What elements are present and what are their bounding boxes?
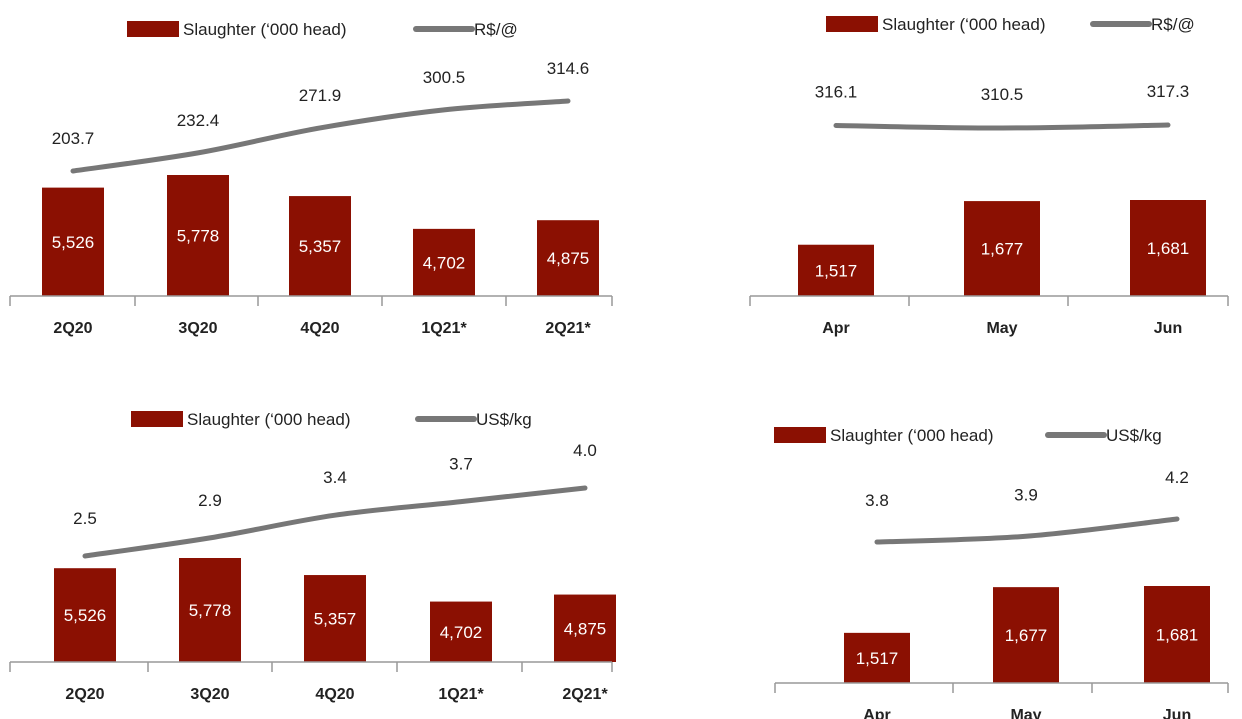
chart-quarterly-usd: Slaughter (‘000 head) US$/kg 5,526 5,778 5,3… bbox=[9, 410, 616, 703]
series-line bbox=[70, 98, 571, 174]
category-label: 2Q21* bbox=[545, 320, 591, 337]
line-value-label: 310.5 bbox=[981, 85, 1024, 104]
line-value-label: 3.9 bbox=[1014, 485, 1038, 504]
chart-monthly-usd: Slaughter (‘000 head) US$/kg 1,517 1,677 1,6… bbox=[774, 426, 1229, 719]
chart-quarterly-rs: Slaughter (‘000 head) R$/@ 5,526 5,778 5,357… bbox=[9, 20, 613, 337]
legend-bar-label: Slaughter (‘000 head) bbox=[187, 410, 351, 429]
line-value-label: 3.8 bbox=[865, 491, 889, 510]
category-label: 4Q20 bbox=[300, 320, 339, 337]
legend-bar-label: Slaughter (‘000 head) bbox=[183, 20, 347, 39]
line-value-label: 3.7 bbox=[449, 455, 473, 474]
bar-value-label: 1,681 bbox=[1147, 239, 1190, 258]
line-value-label: 4.2 bbox=[1165, 468, 1189, 487]
bar-value-label: 1,677 bbox=[981, 240, 1024, 259]
bar bbox=[179, 558, 241, 662]
bar bbox=[537, 220, 599, 296]
category-label: 3Q20 bbox=[178, 320, 217, 337]
legend-bar-label: Slaughter (‘000 head) bbox=[830, 426, 994, 445]
bar-value-label: 5,357 bbox=[299, 237, 342, 256]
bar-value-label: 5,526 bbox=[64, 606, 107, 625]
line-value-label: 232.4 bbox=[177, 111, 220, 130]
category-label: Apr bbox=[822, 320, 850, 337]
legend-bar-swatch bbox=[127, 21, 179, 37]
category-label: 2Q20 bbox=[53, 320, 92, 337]
bar bbox=[1130, 200, 1206, 296]
bar-value-label: 1,677 bbox=[1005, 626, 1048, 645]
legend-bar-swatch bbox=[826, 16, 878, 32]
category-label: Jun bbox=[1163, 707, 1191, 719]
bar bbox=[167, 175, 229, 296]
bar-value-label: 5,778 bbox=[177, 227, 220, 246]
line-value-label: 3.4 bbox=[323, 468, 347, 487]
legend-bar-swatch bbox=[774, 427, 826, 443]
bar bbox=[304, 575, 366, 662]
bar bbox=[413, 228, 475, 296]
legend-line-label: US$/kg bbox=[1106, 426, 1162, 445]
bar-value-label: 4,702 bbox=[423, 253, 466, 272]
bar bbox=[430, 601, 492, 662]
line-value-label: 316.1 bbox=[815, 83, 858, 102]
series-line bbox=[82, 485, 588, 559]
bar-value-label: 1,517 bbox=[815, 261, 858, 280]
legend-line-label: R$/@ bbox=[1151, 15, 1195, 34]
category-label: 4Q20 bbox=[315, 686, 354, 703]
bar bbox=[993, 587, 1059, 683]
category-label: 1Q21* bbox=[421, 320, 467, 337]
legend-bar-label: Slaughter (‘000 head) bbox=[882, 15, 1046, 34]
bar-value-label: 1,681 bbox=[1156, 626, 1199, 645]
category-label: 1Q21* bbox=[438, 686, 484, 703]
category-label: 2Q20 bbox=[65, 686, 104, 703]
bar-value-label: 1,517 bbox=[856, 649, 899, 668]
line-value-label: 300.5 bbox=[423, 68, 466, 87]
bar bbox=[54, 568, 116, 662]
legend-line-label: US$/kg bbox=[476, 410, 532, 429]
line-value-label: 4.0 bbox=[573, 441, 597, 460]
chart-monthly-rs: Slaughter (‘000 head) R$/@ 1,517 1,677 1,681… bbox=[749, 15, 1229, 337]
bar bbox=[964, 201, 1040, 296]
bar bbox=[844, 632, 910, 683]
line-value-label: 271.9 bbox=[299, 86, 342, 105]
bar-value-label: 4,875 bbox=[564, 619, 607, 638]
line-value-label: 203.7 bbox=[52, 129, 95, 148]
line-value-label: 2.9 bbox=[198, 491, 222, 510]
bar bbox=[1144, 586, 1210, 683]
bar-value-label: 5,778 bbox=[189, 601, 232, 620]
bar bbox=[289, 196, 351, 296]
series-line bbox=[874, 516, 1180, 545]
bar-value-label: 4,875 bbox=[547, 249, 590, 268]
legend-bar-swatch bbox=[131, 411, 183, 427]
series-line bbox=[833, 122, 1171, 131]
bar-value-label: 4,702 bbox=[440, 623, 483, 642]
line-value-label: 2.5 bbox=[73, 509, 97, 528]
category-label: 3Q20 bbox=[190, 686, 229, 703]
category-label: 2Q21* bbox=[562, 686, 608, 703]
line-value-label: 314.6 bbox=[547, 59, 590, 78]
legend-line-label: R$/@ bbox=[474, 20, 518, 39]
bar-value-label: 5,526 bbox=[52, 233, 95, 252]
bar-value-label: 5,357 bbox=[314, 610, 357, 629]
bar bbox=[42, 187, 104, 296]
category-label: May bbox=[1010, 707, 1041, 719]
bar bbox=[554, 594, 616, 662]
category-label: Jun bbox=[1154, 320, 1182, 337]
category-label: Apr bbox=[863, 707, 891, 719]
line-value-label: 317.3 bbox=[1147, 82, 1190, 101]
category-label: May bbox=[986, 320, 1017, 337]
bar bbox=[798, 244, 874, 296]
